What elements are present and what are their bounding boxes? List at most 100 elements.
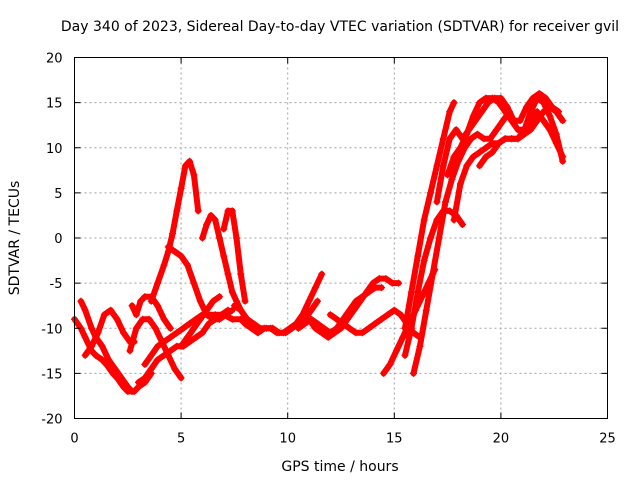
series-arc-5 bbox=[128, 293, 174, 332]
data-point bbox=[181, 162, 189, 170]
data-point bbox=[542, 94, 550, 102]
data-point bbox=[241, 320, 249, 328]
data-point bbox=[473, 130, 481, 138]
data-point bbox=[495, 99, 503, 107]
y-tick-label: 0 bbox=[54, 232, 62, 247]
data-point bbox=[508, 135, 516, 143]
data-point bbox=[173, 329, 181, 337]
data-point bbox=[380, 369, 388, 377]
data-point bbox=[429, 270, 437, 278]
data-point bbox=[499, 117, 507, 125]
data-point bbox=[105, 356, 113, 364]
data-point bbox=[126, 347, 134, 355]
data-point bbox=[378, 315, 386, 323]
data-point bbox=[215, 234, 223, 242]
data-point bbox=[164, 243, 172, 251]
data-point bbox=[386, 360, 394, 368]
data-point bbox=[196, 297, 204, 305]
data-point bbox=[145, 315, 153, 323]
series-arc-11 bbox=[198, 211, 245, 314]
data-point bbox=[363, 288, 371, 296]
data-point bbox=[375, 275, 383, 283]
data-point bbox=[154, 302, 162, 310]
series-arc-25 bbox=[476, 103, 567, 170]
data-point bbox=[478, 108, 486, 116]
data-point bbox=[141, 360, 149, 368]
data-point bbox=[448, 175, 456, 183]
x-tick-label: 15 bbox=[386, 432, 403, 447]
data-point bbox=[501, 135, 509, 143]
data-point bbox=[384, 311, 392, 319]
data-point bbox=[301, 320, 309, 328]
data-point bbox=[113, 315, 121, 323]
data-point bbox=[433, 198, 441, 206]
data-point bbox=[516, 117, 524, 125]
data-point bbox=[488, 139, 496, 147]
data-point bbox=[267, 324, 275, 332]
data-point bbox=[546, 103, 554, 111]
data-point bbox=[488, 94, 496, 102]
data-point bbox=[292, 320, 300, 328]
y-tick-labels: -20 -15 -10 -5 0 5 10 15 20 bbox=[41, 52, 62, 428]
series-line bbox=[476, 104, 566, 169]
data-point bbox=[450, 216, 458, 224]
data-point bbox=[88, 324, 96, 332]
data-point bbox=[77, 297, 85, 305]
y-tick-label: -10 bbox=[41, 322, 62, 337]
data-point bbox=[147, 365, 155, 373]
series-arc-21 bbox=[409, 108, 513, 377]
series-arc-12 bbox=[220, 207, 249, 305]
data-point bbox=[427, 234, 435, 242]
x-tick-label: 0 bbox=[70, 432, 78, 447]
data-point bbox=[352, 329, 360, 337]
data-point bbox=[450, 99, 458, 107]
y-tick-label: 15 bbox=[46, 97, 63, 112]
data-point bbox=[358, 329, 366, 337]
data-point bbox=[450, 153, 458, 161]
x-tick-labels: 0 5 10 15 20 25 bbox=[70, 432, 615, 447]
data-point bbox=[444, 171, 452, 179]
data-point bbox=[508, 117, 516, 125]
data-point bbox=[215, 293, 223, 301]
data-point bbox=[260, 324, 268, 332]
data-point bbox=[198, 329, 206, 337]
data-point bbox=[179, 324, 187, 332]
data-point bbox=[331, 329, 339, 337]
data-point bbox=[137, 297, 145, 305]
data-point bbox=[514, 126, 522, 134]
data-point bbox=[128, 302, 136, 310]
data-point bbox=[318, 329, 326, 337]
series-line bbox=[141, 311, 249, 368]
series-arc-14 bbox=[241, 270, 326, 337]
data-point bbox=[154, 279, 162, 287]
data-point bbox=[160, 351, 168, 359]
data-point bbox=[128, 387, 136, 395]
data-point bbox=[286, 324, 294, 332]
data-point bbox=[166, 347, 174, 355]
data-point bbox=[469, 112, 477, 120]
data-point bbox=[559, 117, 567, 125]
x-tick-label: 5 bbox=[177, 432, 185, 447]
data-point bbox=[81, 306, 89, 314]
data-point bbox=[501, 108, 509, 116]
data-point bbox=[414, 288, 422, 296]
data-point bbox=[241, 297, 249, 305]
data-point bbox=[463, 162, 471, 170]
data-point bbox=[552, 130, 560, 138]
data-point bbox=[350, 306, 358, 314]
data-point bbox=[183, 333, 191, 341]
data-point bbox=[88, 342, 96, 350]
data-point bbox=[203, 306, 211, 314]
data-point bbox=[190, 279, 198, 287]
data-point bbox=[132, 324, 140, 332]
data-point bbox=[452, 126, 460, 134]
data-point bbox=[395, 279, 403, 287]
data-point bbox=[533, 108, 541, 116]
data-point bbox=[147, 351, 155, 359]
data-point bbox=[480, 135, 488, 143]
data-point bbox=[422, 306, 430, 314]
data-point bbox=[220, 252, 228, 260]
series-arc-8 bbox=[147, 157, 202, 305]
data-point bbox=[414, 252, 422, 260]
data-point bbox=[439, 162, 447, 170]
